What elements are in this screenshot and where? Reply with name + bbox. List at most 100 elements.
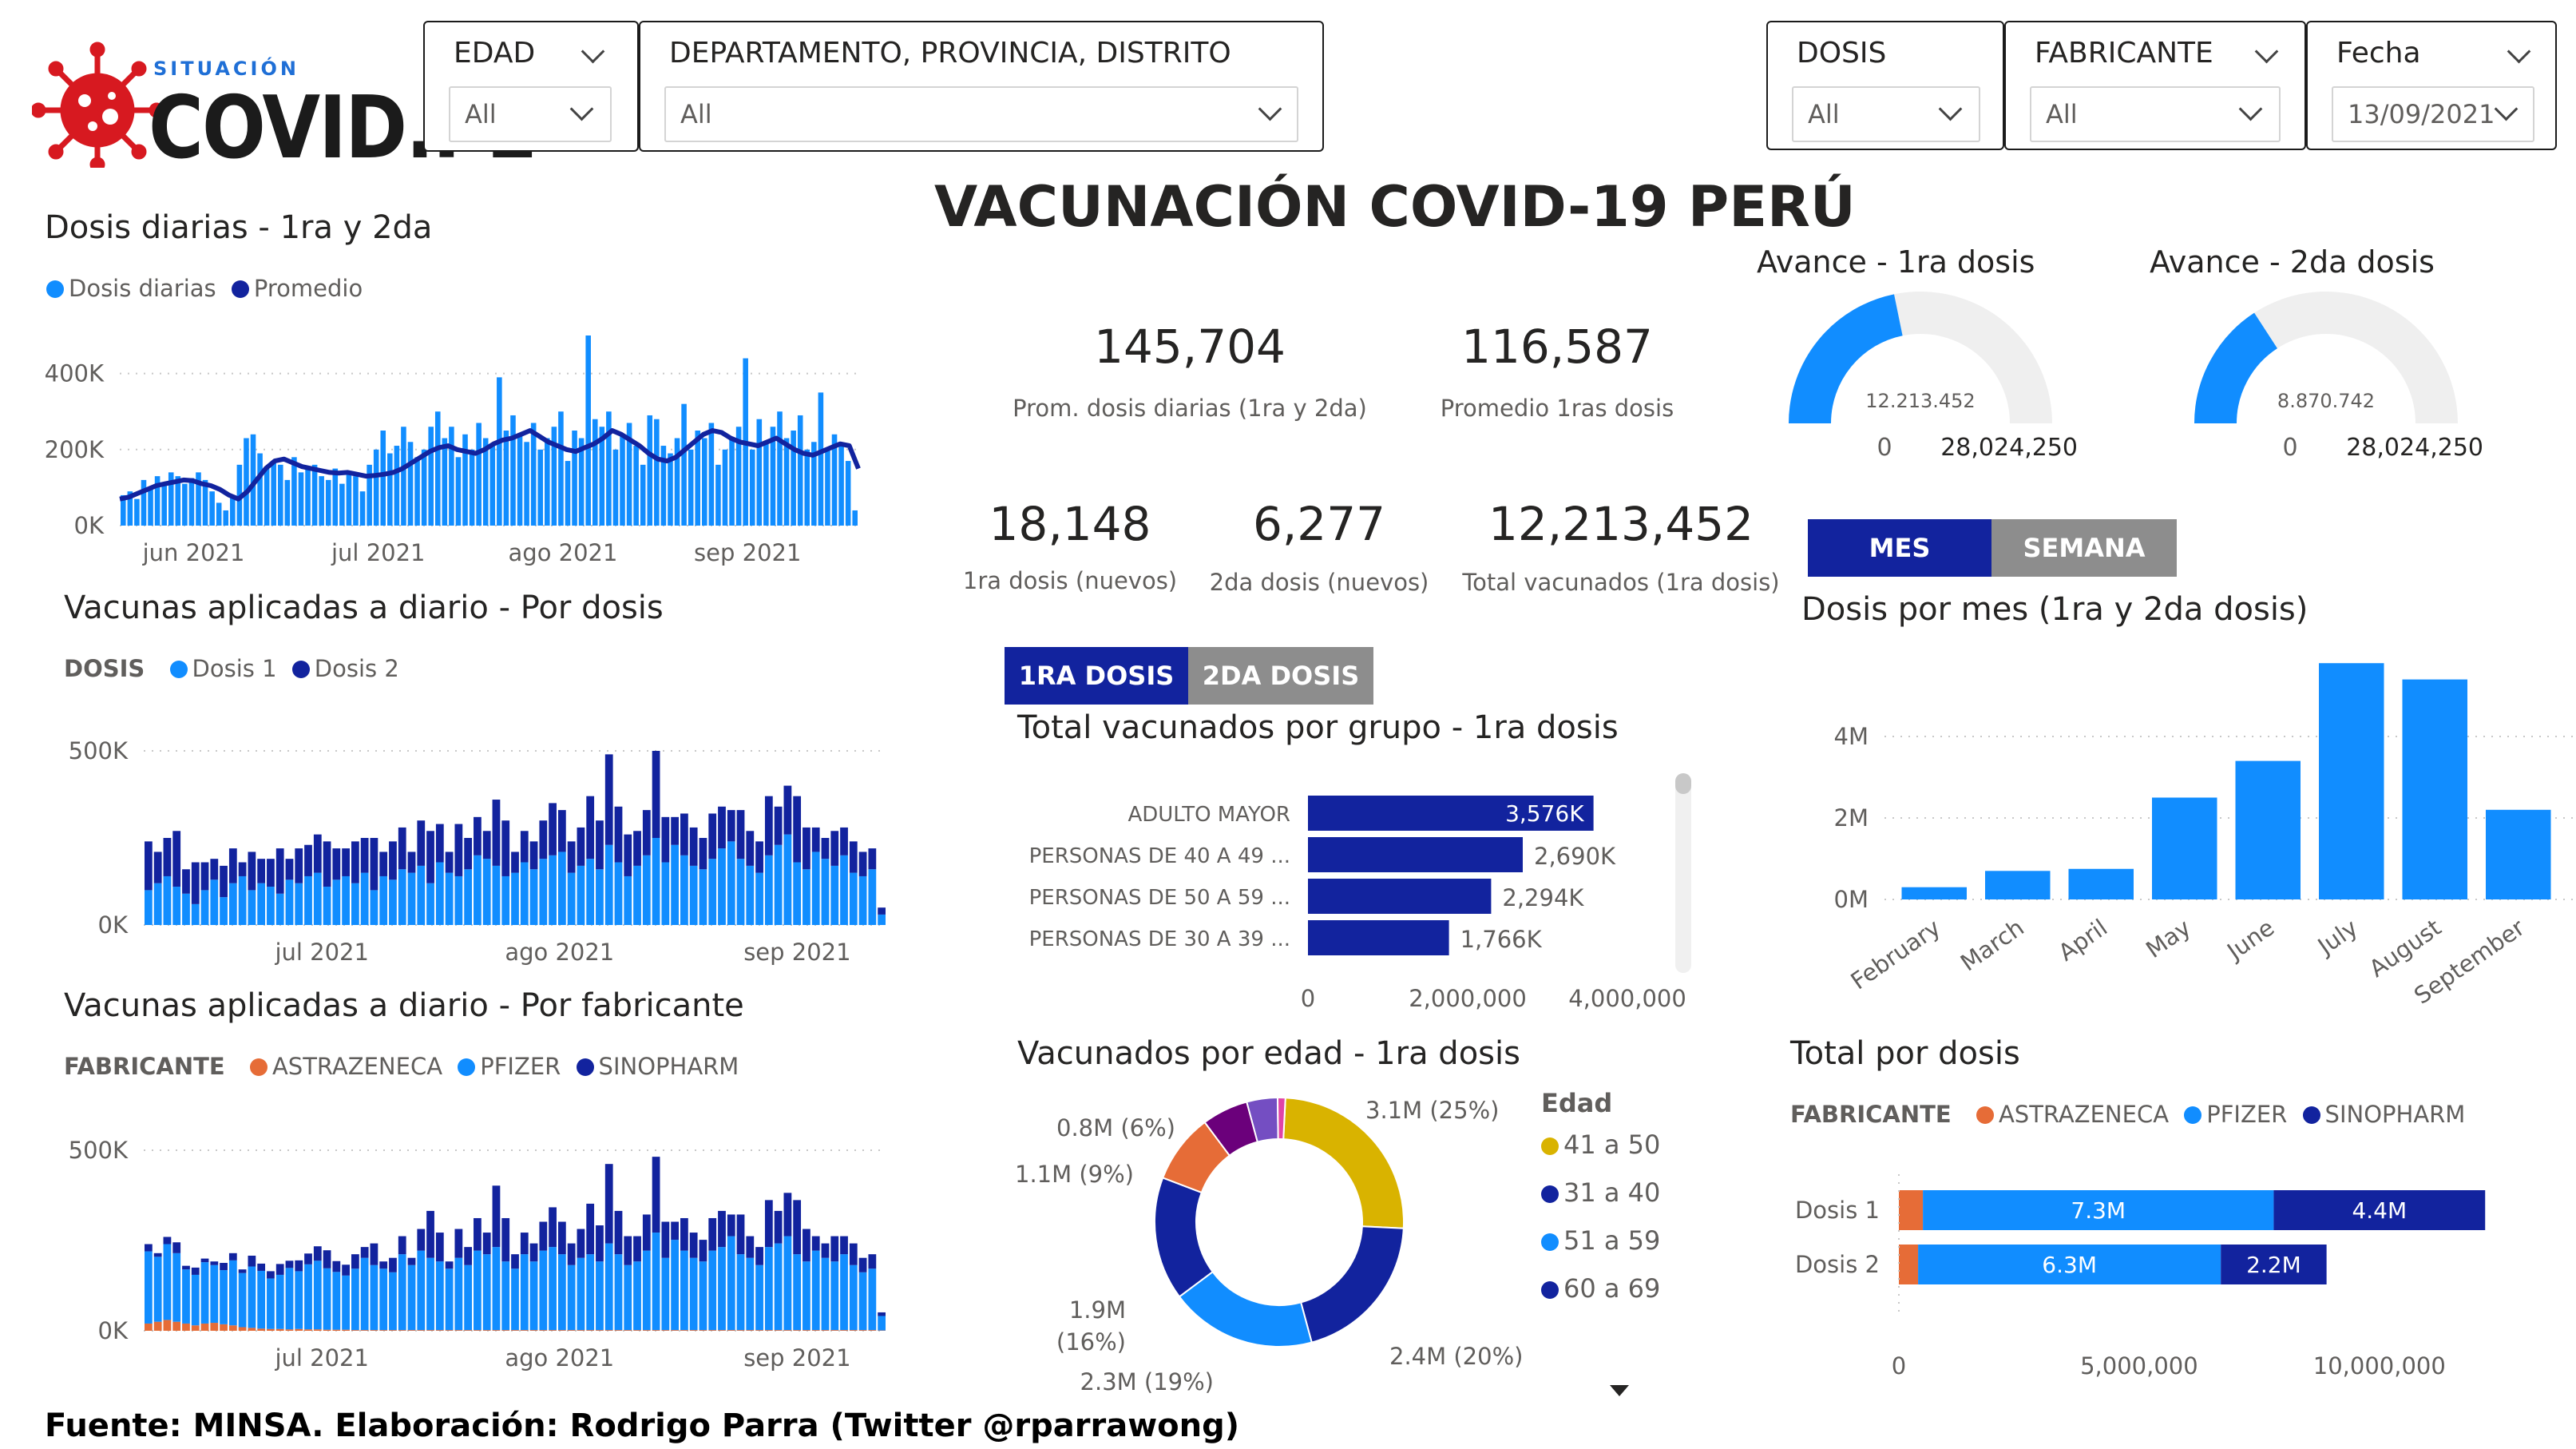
bar-astrazeneca	[145, 1323, 153, 1331]
slicer-ubicacion[interactable]: DEPARTAMENTO, PROVINCIA, DISTRITO All	[639, 21, 1324, 152]
slicer-dosis-select[interactable]: All	[1792, 86, 1980, 142]
bar-dosis-1	[407, 872, 416, 925]
slicer-fabricante-select[interactable]: All	[2030, 86, 2281, 142]
x-tick-label: 4,000,000	[1568, 985, 1686, 1012]
bar-sinopharm	[811, 1236, 820, 1251]
bar-group	[1308, 920, 1449, 955]
bar-astrazeneca	[774, 1330, 783, 1331]
bar-dosis-1	[577, 865, 585, 925]
bar-sinopharm	[868, 1254, 877, 1269]
bar-dosis-2	[370, 838, 378, 891]
bar	[182, 483, 188, 526]
1ra-dosis-button[interactable]: 1RA DOSIS	[1005, 647, 1188, 705]
bar-dosis-2	[398, 827, 406, 870]
data-label: 6.3M	[2042, 1252, 2097, 1278]
slicer-ubicacion-select[interactable]: All	[664, 86, 1298, 142]
bar-astrazeneca	[529, 1330, 538, 1331]
logo-small-text: SITUACIÓN	[153, 58, 299, 80]
legend-scroll-down-icon[interactable]	[1610, 1385, 1629, 1396]
bar	[647, 415, 653, 526]
data-label: 1,766K	[1460, 926, 1543, 953]
bar	[791, 431, 796, 526]
bar-dosis-1	[182, 893, 190, 925]
bar-pfizer	[295, 1271, 303, 1329]
2da-dosis-button[interactable]: 2DA DOSIS	[1188, 647, 1373, 705]
slicer-edad-select[interactable]: All	[449, 86, 612, 142]
bar-sinopharm	[379, 1261, 388, 1269]
slicer-edad[interactable]: EDAD All	[423, 21, 639, 152]
bar-dosis-2	[878, 907, 886, 915]
x-tick-label: 0	[1301, 985, 1315, 1012]
chart-title-por-fabricante: Vacunas aplicadas a diario - Por fabrica…	[64, 987, 744, 1024]
bar	[168, 472, 174, 526]
bar-astrazeneca	[342, 1329, 350, 1331]
bar-sinopharm	[708, 1217, 717, 1251]
kpi-nuevos-2da-value: 6,277	[1252, 497, 1386, 551]
bar-dosis-2	[586, 796, 595, 859]
bar-dosis-2	[389, 841, 397, 880]
bar	[414, 457, 420, 526]
bar-dosis-1	[520, 862, 529, 925]
semana-button[interactable]: SEMANA	[1991, 519, 2177, 577]
chevron-down-icon[interactable]	[2507, 39, 2531, 64]
bar	[394, 446, 400, 526]
bar-dosis-1	[567, 872, 576, 925]
bar-pfizer	[172, 1252, 181, 1322]
bar-dosis-2	[501, 820, 510, 876]
bar-dosis-2	[454, 824, 463, 876]
bar-dosis-1	[633, 865, 641, 925]
bar-astrazeneca	[200, 1323, 209, 1331]
bar-astrazeneca	[596, 1330, 604, 1331]
bar-astrazeneca	[858, 1330, 867, 1331]
gauge-fill	[2194, 312, 2278, 424]
line-promedio	[119, 428, 861, 502]
legend-dot	[1976, 1106, 1994, 1124]
x-tick-label: sep 2021	[743, 1344, 850, 1372]
legend-dot	[1541, 1185, 1559, 1203]
slicer-fabricante[interactable]: FABRICANTE All	[2004, 21, 2306, 150]
bar	[339, 483, 345, 526]
slicer-fecha[interactable]: Fecha 13/09/2021	[2306, 21, 2557, 150]
bar-sinopharm	[727, 1214, 735, 1237]
bar-dosis-1	[332, 879, 341, 925]
bar-dosis-1	[680, 855, 688, 925]
scrollbar[interactable]	[1675, 773, 1691, 973]
slicer-dosis[interactable]: DOSIS All	[1766, 21, 2004, 150]
bar	[729, 438, 735, 526]
bar-dosis-2	[275, 848, 284, 894]
bar-astrazeneca	[445, 1330, 454, 1331]
y-tick-label: 500K	[69, 1137, 129, 1164]
bar-dosis-2	[849, 841, 858, 873]
bar-dosis-1	[200, 890, 209, 925]
bar-astrazeneca	[304, 1329, 312, 1331]
bar-dosis-1	[549, 855, 557, 925]
bar-sinopharm	[482, 1233, 491, 1255]
bar-sinopharm	[2221, 1245, 2327, 1284]
bar-astrazeneca	[501, 1330, 510, 1331]
bar-astrazeneca	[492, 1330, 501, 1331]
bar-dosis-1	[351, 883, 359, 925]
bar-month	[2151, 797, 2217, 899]
slice-label: 1.9M	[1069, 1296, 1126, 1324]
bar	[311, 464, 318, 526]
chevron-down-icon[interactable]	[2254, 39, 2279, 64]
slicer-fecha-select[interactable]: 13/09/2021	[2332, 86, 2534, 142]
bar-pfizer	[596, 1261, 604, 1331]
bar-astrazeneca	[464, 1330, 473, 1331]
bar-sinopharm	[200, 1258, 209, 1263]
bar	[722, 449, 728, 526]
gauge-1ra-dosis: 12.213.452 0 28,024,250	[1789, 292, 2078, 462]
bar-astrazeneca	[567, 1330, 576, 1331]
chevron-down-icon[interactable]	[581, 39, 605, 64]
bar-dosis-2	[633, 831, 641, 866]
bar-pfizer	[454, 1257, 463, 1331]
bar-pfizer	[1923, 1190, 2274, 1230]
bar	[421, 449, 427, 526]
scrollbar-thumb[interactable]	[1675, 773, 1691, 794]
legend-item: Promedio	[253, 275, 363, 302]
gauge-max: 28,024,250	[1940, 434, 2078, 462]
bar	[804, 449, 810, 526]
bar	[818, 392, 824, 526]
mes-button[interactable]: MES	[1808, 519, 1991, 577]
bar-pfizer	[699, 1261, 707, 1331]
